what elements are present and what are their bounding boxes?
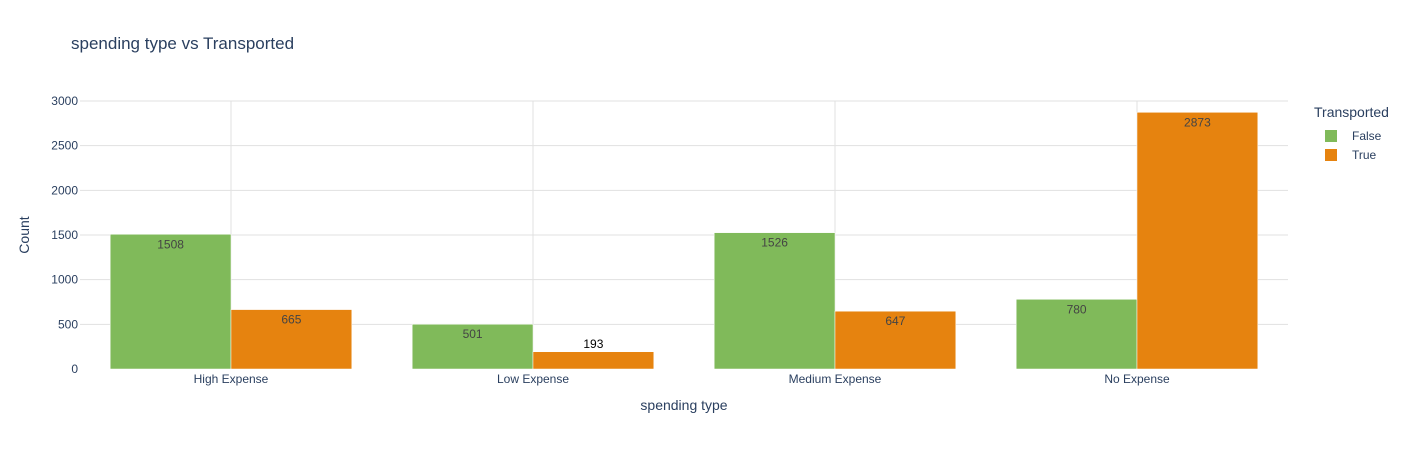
x-tick-label: Medium Expense: [789, 372, 882, 386]
y-tick-label: 2500: [51, 139, 78, 153]
data-labels: 1508 501 1526 780 665 193 647 2873: [157, 115, 1211, 350]
y-axis-label: Count: [16, 216, 32, 253]
data-label: 1508: [157, 237, 184, 251]
bar-true-1[interactable]: [532, 351, 655, 370]
legend-label-false: False: [1352, 128, 1382, 143]
x-axis-label: spending type: [640, 397, 727, 413]
y-tick-label: 1500: [51, 228, 78, 242]
legend: Transported False True: [1314, 104, 1389, 164]
bar-true-0[interactable]: [230, 309, 353, 370]
data-label: 1526: [761, 236, 788, 250]
bar-false-1[interactable]: [411, 323, 534, 370]
x-tick-label: Low Expense: [497, 372, 569, 386]
x-tick-label: No Expense: [1104, 372, 1170, 386]
bar-true-2[interactable]: [834, 310, 957, 370]
x-tick-label: High Expense: [194, 372, 269, 386]
y-tick-label: 2000: [51, 183, 78, 197]
data-label: 647: [885, 314, 905, 328]
bar-true-3[interactable]: [1136, 112, 1259, 370]
y-tick-labels: 0 500 1000 1500 2000 2500 3000: [51, 94, 78, 376]
y-tick-label: 3000: [51, 94, 78, 108]
y-tick-label: 0: [71, 362, 78, 376]
data-label: 2873: [1184, 115, 1211, 129]
data-label: 780: [1067, 302, 1087, 316]
legend-swatch-true: [1325, 148, 1337, 161]
data-label: 501: [463, 327, 483, 341]
chart-title: spending type vs Transported: [71, 34, 295, 53]
bars: [109, 112, 1259, 370]
data-label: 193: [583, 337, 603, 351]
legend-swatch-false: [1325, 129, 1337, 142]
bar-false-2[interactable]: [713, 232, 836, 370]
x-tick-labels: High Expense Low Expense Medium Expense No …: [194, 372, 1170, 386]
y-tick-label: 500: [58, 317, 78, 331]
data-label: 665: [281, 313, 301, 327]
legend-title: Transported: [1314, 104, 1389, 120]
legend-item-false[interactable]: False: [1314, 126, 1389, 145]
legend-label-true: True: [1352, 147, 1377, 162]
y-tick-label: 1000: [51, 273, 78, 287]
bar-false-0[interactable]: [109, 234, 232, 370]
bar-false-3[interactable]: [1015, 299, 1138, 370]
legend-item-true[interactable]: True: [1314, 145, 1389, 164]
